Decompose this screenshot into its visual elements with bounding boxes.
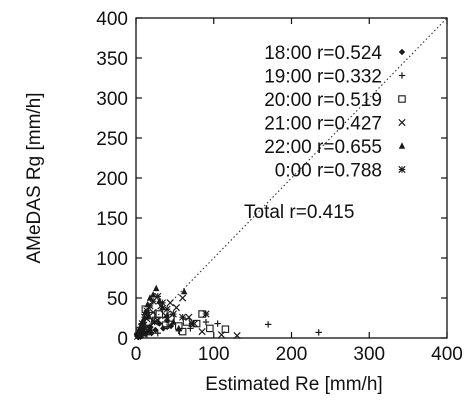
y-tick-label: 50 xyxy=(107,289,128,310)
data-point-plus xyxy=(154,330,161,337)
data-point-plus xyxy=(214,320,221,327)
data-point-star xyxy=(163,305,171,313)
data-point-cross xyxy=(233,331,241,340)
x-tick-label: 400 xyxy=(431,344,463,365)
data-point-triangle xyxy=(170,318,177,325)
y-tick-label: 100 xyxy=(96,249,128,270)
data-point-star xyxy=(179,313,187,321)
cross-b xyxy=(166,299,174,307)
y-tick-label: 300 xyxy=(96,89,128,110)
data-point-cross xyxy=(166,299,174,307)
cross-b xyxy=(198,327,206,336)
data-point-star xyxy=(169,310,177,318)
axes: 0 100 200 300 400 0 50 100 150 200 250 300 350 400 xyxy=(96,9,463,365)
cross-b xyxy=(149,308,157,317)
legend-label: 20:00 r=0.519 xyxy=(264,90,382,111)
legend-marker-diamond xyxy=(398,48,406,56)
data-point-star xyxy=(140,313,149,321)
cross-b xyxy=(398,118,406,127)
x-tick-label: 0 xyxy=(131,344,142,365)
legend-marker-cross xyxy=(398,118,406,127)
y-tick-label: 400 xyxy=(96,9,128,30)
data-point-square xyxy=(151,316,160,325)
legend-label: 19:00 r=0.332 xyxy=(264,67,382,88)
data-point-star xyxy=(154,292,162,300)
data-point-cross xyxy=(198,327,206,336)
legend-marker-triangle xyxy=(398,142,406,149)
data-points xyxy=(133,284,322,341)
data-point-star xyxy=(133,332,142,340)
data-point-plus xyxy=(264,321,272,328)
cross-b xyxy=(217,331,226,339)
y-tick-label: 150 xyxy=(96,209,128,230)
cross-b xyxy=(172,303,181,312)
data-point-square xyxy=(161,321,170,329)
data-point-cross xyxy=(146,326,154,334)
y-tick-label: 0 xyxy=(117,329,128,350)
data-point-star xyxy=(158,299,167,307)
legend-label: 21:00 r=0.427 xyxy=(264,114,382,135)
data-point-cross xyxy=(149,308,157,317)
cross-b xyxy=(185,313,193,321)
data-point-star xyxy=(138,320,146,328)
x-axis-label: Estimated Re [mm/h] xyxy=(205,374,382,395)
data-point-square xyxy=(155,310,164,318)
legend-label: 22:00 r=0.655 xyxy=(264,137,382,158)
data-point-cross xyxy=(185,313,193,321)
x-tick-label: 200 xyxy=(276,344,308,365)
data-point-cross xyxy=(172,303,181,312)
data-point-square xyxy=(206,324,214,333)
y-axis-label: AMeDAS Rg [mm/h] xyxy=(24,92,45,263)
data-point-star xyxy=(136,326,144,334)
cross-b xyxy=(146,326,154,334)
data-point-star xyxy=(151,318,159,326)
data-point-triangle xyxy=(163,311,171,319)
data-point-cross xyxy=(217,331,226,339)
total-correlation-label: Total r=0.415 xyxy=(244,202,354,223)
data-point-plus xyxy=(315,329,322,336)
y-tick-label: 350 xyxy=(96,49,128,70)
y-tick-label: 250 xyxy=(96,129,128,150)
data-point-triangle xyxy=(153,284,160,292)
data-point-plus xyxy=(202,318,210,326)
legend-marker-plus xyxy=(398,72,406,79)
x-tick-label: 300 xyxy=(353,344,385,365)
legend-marker-square xyxy=(398,95,406,103)
data-point-plus xyxy=(187,325,194,332)
y-tick-label: 200 xyxy=(96,169,128,190)
data-point-cross xyxy=(179,294,187,302)
legend-label: 0:00 r=0.788 xyxy=(275,161,382,182)
data-point-triangle xyxy=(181,287,188,295)
cross-b xyxy=(179,294,187,302)
data-point-square xyxy=(221,325,230,333)
data-point-square xyxy=(178,327,187,336)
legend-label: 18:00 r=0.524 xyxy=(264,43,382,64)
legend-marker-star xyxy=(398,165,406,174)
data-point-diamond xyxy=(152,326,159,334)
x-tick-label: 100 xyxy=(198,344,230,365)
data-point-triangle xyxy=(175,324,182,332)
data-point-star xyxy=(188,320,196,328)
data-point-star xyxy=(202,310,210,318)
cross-b xyxy=(233,331,241,340)
